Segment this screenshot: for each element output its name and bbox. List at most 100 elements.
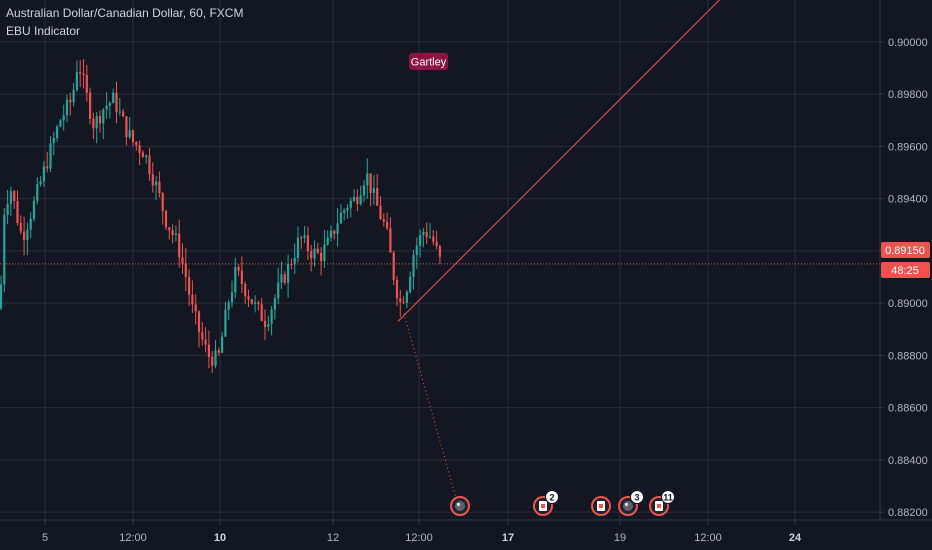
time-tick-label: 12:00: [119, 532, 147, 544]
candle-body: [23, 231, 26, 241]
candle: [316, 242, 319, 255]
price-tick-label: 0.90000: [888, 37, 928, 49]
candle: [141, 150, 144, 158]
candle: [362, 180, 366, 203]
candle: [56, 124, 59, 142]
event-count-label: 2: [549, 493, 554, 503]
candle-body: [409, 276, 412, 293]
candle-body: [310, 251, 313, 259]
candle: [191, 280, 194, 313]
candle-body: [425, 231, 428, 238]
candle-body: [161, 193, 164, 211]
candle-body: [204, 339, 207, 345]
candle: [201, 322, 204, 346]
price-tick-label: 0.88400: [888, 455, 928, 467]
price-tick-label: 0.89400: [888, 194, 928, 206]
candle: [326, 230, 329, 246]
candle-body: [207, 344, 210, 357]
candle-body: [191, 294, 194, 305]
candle: [372, 174, 375, 205]
candle: [65, 94, 69, 123]
candle-body: [92, 118, 95, 129]
candle-body: [415, 245, 418, 255]
candle-body: [227, 302, 230, 310]
candle: [85, 64, 88, 102]
candle: [300, 235, 303, 250]
candle: [250, 298, 253, 305]
candle: [181, 243, 184, 274]
dividend-icon-dot: [625, 503, 628, 506]
candle: [148, 148, 151, 181]
candle: [62, 104, 65, 131]
event-count-bubble: [545, 490, 559, 504]
candle-body: [392, 252, 395, 280]
candle: [3, 208, 6, 293]
candle: [425, 222, 428, 244]
candle-body: [323, 244, 326, 261]
candle: [333, 229, 336, 240]
gartley-pattern-badge[interactable]: Gartley: [409, 53, 448, 70]
candle-body: [9, 191, 12, 204]
time-tick-label: 12:00: [694, 532, 722, 544]
dividend-icon: [623, 501, 633, 511]
candle-body: [13, 191, 16, 201]
candle: [323, 230, 326, 268]
candle: [353, 189, 356, 203]
candle-body: [141, 152, 144, 158]
candle-body: [306, 235, 309, 252]
event-markers[interactable]: 2 3 11: [450, 490, 675, 516]
candle: [428, 222, 432, 239]
candle-body: [287, 263, 290, 283]
price-axis[interactable]: 0.900000.898000.896000.894000.892000.890…: [879, 0, 930, 520]
gartley-badge-label: Gartley: [411, 57, 447, 69]
candlestick-series: [0, 59, 441, 374]
earnings-icon-mark: [657, 504, 661, 508]
time-tick-label: 10: [214, 532, 226, 544]
earnings-event-icon[interactable]: 2: [533, 490, 559, 516]
candle: [19, 215, 22, 235]
candle: [415, 237, 418, 269]
candle: [98, 110, 102, 133]
earnings-event-icon[interactable]: [591, 496, 611, 516]
dividend-event-icon[interactable]: [450, 496, 470, 516]
candle-body: [82, 73, 85, 75]
candle-body: [184, 263, 187, 277]
candle-body: [221, 336, 224, 353]
candle: [0, 275, 3, 311]
candle-body: [19, 223, 22, 232]
candle: [52, 131, 55, 156]
candle: [303, 225, 306, 244]
candle-body: [115, 92, 118, 113]
candle-body: [138, 145, 141, 153]
time-tick-label: 19: [614, 532, 626, 544]
candle: [267, 315, 270, 332]
candle-body: [372, 188, 375, 193]
trend-drawings[interactable]: [397, 0, 722, 513]
earnings-event-icon[interactable]: 11: [649, 490, 675, 516]
time-axis[interactable]: 5 12:00 10 12 12:00 17 19 12:00 24: [0, 519, 932, 544]
candle-body: [29, 218, 32, 230]
candle: [168, 226, 171, 240]
candle-body: [72, 89, 75, 103]
time-tick-label: 12:00: [405, 532, 433, 544]
candle-body: [320, 252, 323, 261]
candle-body: [46, 166, 49, 169]
candle-body: [300, 237, 303, 239]
candle-body: [98, 116, 102, 124]
candle: [122, 108, 125, 118]
event-count-bubble: [630, 490, 644, 504]
candle: [346, 204, 349, 219]
candle-body: [148, 155, 151, 175]
candle: [359, 185, 362, 206]
candle: [382, 213, 385, 227]
candle: [392, 250, 395, 285]
time-tick-label: 17: [502, 532, 514, 544]
dividend-event-icon[interactable]: 3: [618, 490, 644, 516]
countdown-tag: [881, 262, 930, 278]
candle-body: [36, 184, 39, 201]
candle-body: [79, 72, 82, 74]
candle-body: [65, 99, 69, 116]
candle: [197, 310, 201, 348]
candle: [102, 108, 105, 140]
